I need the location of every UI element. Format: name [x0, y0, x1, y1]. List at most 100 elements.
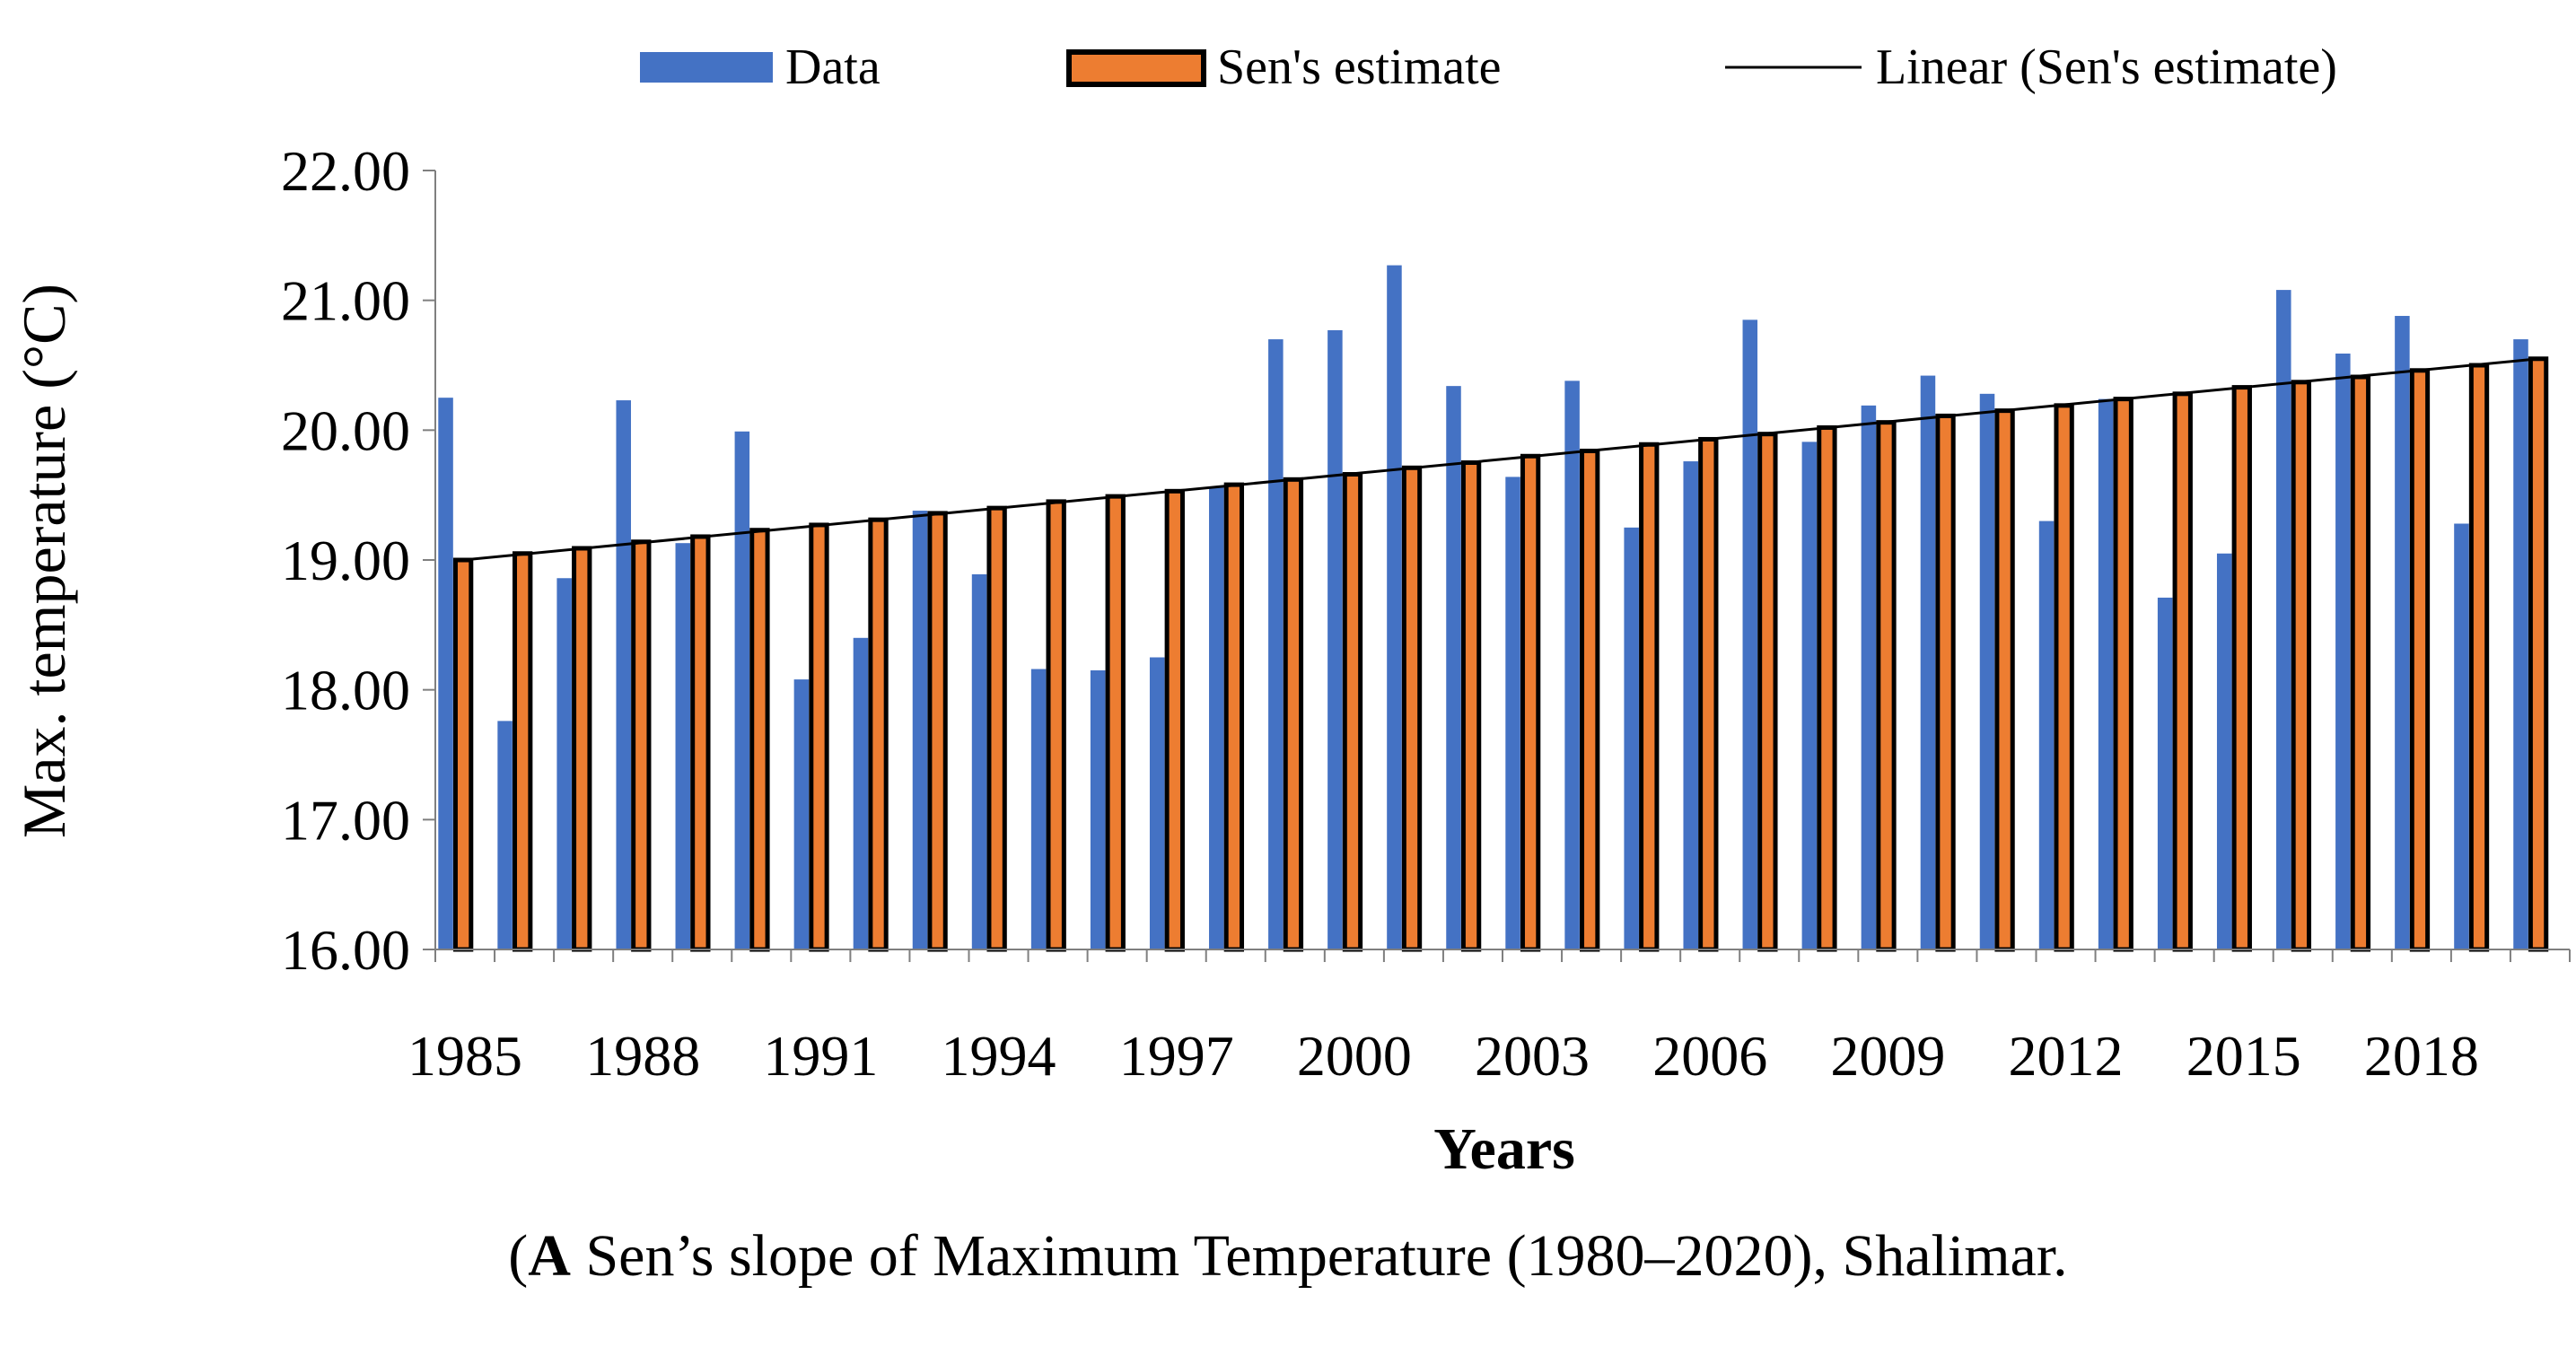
data-bar	[1564, 381, 1580, 949]
x-axis: 1985 1988 1991 1994 1997 2000 2003 2006 2009 2012…	[407, 949, 2571, 1088]
x-tick-label: 2000	[1297, 1024, 1412, 1088]
y-tick-label: 20.00	[281, 398, 410, 462]
sen-bar	[2054, 403, 2074, 952]
sen-bar	[1283, 477, 1304, 952]
data-bar	[734, 431, 750, 949]
data-bar	[1861, 405, 1877, 949]
legend-swatch-data	[640, 52, 773, 83]
sen-bar	[572, 546, 592, 952]
data-bar	[1446, 386, 1461, 949]
legend-label-sen: Sen's estimate	[1217, 39, 1501, 95]
sen-bar	[1401, 465, 1423, 952]
data-bar	[675, 543, 691, 949]
data-bar	[1268, 339, 1284, 950]
legend-label-linear: Linear (Sen's estimate)	[1876, 39, 2337, 95]
legend-swatch-sen	[1066, 49, 1206, 87]
sen-bar	[2231, 385, 2252, 952]
x-axis-title: Years	[1433, 1116, 1575, 1182]
x-tick-label: 2012	[2009, 1024, 2124, 1088]
sen-bar	[2291, 380, 2312, 952]
sen-bar	[1520, 453, 1541, 952]
caption-letter: A	[528, 1223, 571, 1289]
trend-line	[462, 357, 2539, 562]
data-bar	[1090, 669, 1106, 949]
sen-bar	[690, 534, 711, 952]
sen-bar	[1639, 442, 1660, 952]
y-axis: 16.00 17.00 18.00 19.00 20.00 21.00 22.00	[281, 139, 435, 982]
sen-bar	[2409, 368, 2431, 952]
data-bar	[1505, 477, 1520, 949]
data-bar	[1801, 442, 1818, 949]
data-bar	[2276, 290, 2291, 949]
sen-bar	[927, 511, 948, 952]
data-bar	[616, 400, 631, 949]
x-tick-label: 2006	[1652, 1024, 1767, 1088]
y-tick-label: 21.00	[281, 269, 410, 333]
bars	[438, 265, 2549, 952]
sen-bar	[2528, 356, 2549, 952]
data-bar	[2098, 398, 2114, 949]
caption-text: Sen’s slope of Maximum Temperature (1980…	[570, 1223, 2068, 1289]
sen-bar	[1046, 499, 1066, 952]
data-bar	[497, 721, 513, 949]
trendline-group	[462, 357, 2539, 562]
sen-bar	[1164, 488, 1185, 952]
x-tick-label: 2009	[1830, 1024, 1945, 1088]
x-tick-label: 1991	[763, 1024, 878, 1088]
sen-bar	[2113, 397, 2134, 952]
y-tick-label: 19.00	[281, 529, 410, 592]
sen-bar	[986, 505, 1007, 952]
x-tick-label: 1985	[407, 1024, 522, 1088]
sen-bar	[1460, 460, 1482, 952]
figure-caption: (A Sen’s slope of Maximum Temperature (1…	[508, 1223, 2068, 1289]
sen-bar	[1757, 432, 1778, 952]
data-bar	[1920, 375, 1936, 949]
sen-bar	[513, 551, 533, 952]
x-tick-label: 2015	[2186, 1024, 2301, 1088]
sen-bar	[1698, 436, 1719, 952]
sen-bar	[749, 528, 770, 952]
y-axis-title: Max. temperature (°C)	[10, 284, 78, 838]
data-bar	[1387, 265, 1402, 949]
sen-bar	[868, 517, 889, 952]
data-bar	[1030, 669, 1047, 949]
y-tick-label: 16.00	[281, 918, 410, 982]
sen-bar	[1876, 420, 1897, 952]
data-bar	[1742, 319, 1758, 949]
y-tick-label: 22.00	[281, 139, 410, 203]
data-bar	[1624, 527, 1639, 949]
legend-label-data: Data	[785, 39, 881, 95]
data-bar	[1979, 393, 1995, 949]
x-tick-label: 1988	[585, 1024, 700, 1088]
sen-bar	[452, 557, 474, 952]
sen-bar	[2468, 363, 2490, 952]
data-bar	[793, 679, 810, 949]
sen-bar	[1580, 448, 1600, 952]
sen-bar	[2350, 374, 2371, 952]
data-bar	[1149, 657, 1165, 949]
sen-bar	[1935, 413, 1956, 952]
data-bar	[2335, 353, 2351, 950]
data-bar	[2454, 523, 2469, 949]
y-tick-label: 17.00	[281, 788, 410, 852]
data-bar	[556, 578, 572, 949]
legend: Data Sen's estimate Linear (Sen's estima…	[640, 39, 2337, 95]
sen-bar	[1817, 424, 1837, 952]
data-bar	[1327, 329, 1343, 949]
y-tick-label: 18.00	[281, 659, 410, 722]
data-bar	[438, 398, 453, 950]
sen-bar	[1342, 472, 1363, 952]
x-tick-label: 2018	[2364, 1024, 2479, 1088]
data-bar	[1683, 461, 1698, 949]
data-bar	[2038, 521, 2055, 949]
data-bar	[1209, 486, 1224, 949]
sen-bar	[2172, 391, 2193, 952]
sen-bar	[1223, 482, 1245, 952]
data-bar	[2513, 339, 2528, 950]
x-tick-label: 2003	[1475, 1024, 1590, 1088]
data-bar	[2157, 597, 2173, 949]
sen-bar	[1994, 408, 2015, 952]
data-bar	[2395, 316, 2410, 949]
x-tick-label: 1997	[1119, 1024, 1234, 1088]
